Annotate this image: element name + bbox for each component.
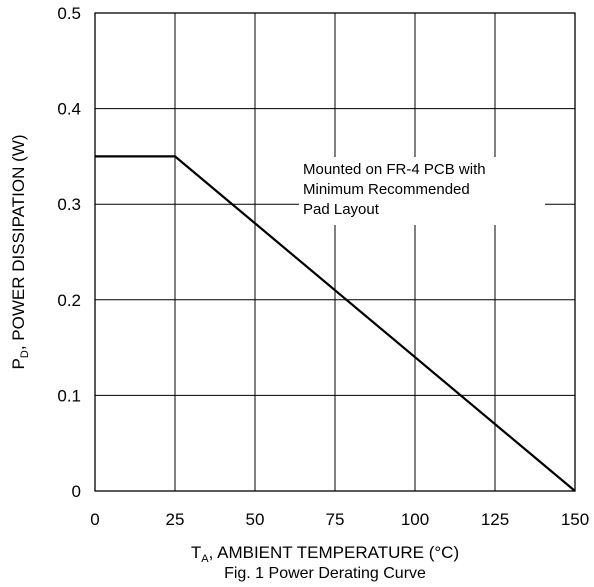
y-axis-symbol: P [9,358,28,369]
x-tick-label: 125 [481,510,509,529]
annotation-text: Mounted on FR-4 PCB with Minimum Recomme… [303,161,490,218]
x-axis-subscript: A [201,553,209,565]
annotation-line-1: Mounted on FR-4 PCB with [303,161,486,178]
y-axis-title: PD, POWER DISSIPATION (W) [9,135,31,370]
series-line-0 [95,155,576,492]
x-tick-label: 50 [246,510,265,529]
y-axis-subscript: D [19,350,31,358]
grid-lines [94,12,576,492]
y-tick-label: 0.2 [57,291,81,310]
y-tick-label: 0.1 [57,386,81,405]
x-axis-title: TA, AMBIENT TEMPERATURE (°C) [191,543,459,565]
annotation-line-2: Minimum Recommended [303,181,470,198]
y-tick-labels: 0 0.1 0.2 0.3 0.4 0.5 [57,4,81,501]
x-tick-label: 25 [166,510,185,529]
annotation-line-3: Pad Layout [303,201,380,218]
x-axis-text: , AMBIENT TEMPERATURE (°C) [209,543,460,562]
x-tick-label: 75 [326,510,345,529]
x-tick-label: 0 [90,510,99,529]
x-axis-symbol: T [191,543,201,562]
x-tick-labels: 0 25 50 75 100 125 150 [90,510,589,529]
x-tick-label: 150 [561,510,589,529]
annotation-background [299,157,545,225]
plot-frame [94,12,576,492]
y-tick-label: 0.3 [57,195,81,214]
series-group [95,155,576,492]
figure-caption: Fig. 1 Power Derating Curve [224,565,426,582]
x-tick-label: 100 [401,510,429,529]
y-tick-label: 0.4 [57,100,81,119]
y-tick-label: 0 [72,482,81,501]
y-axis-text: , POWER DISSIPATION (W) [9,135,28,351]
y-tick-label: 0.5 [57,4,81,23]
